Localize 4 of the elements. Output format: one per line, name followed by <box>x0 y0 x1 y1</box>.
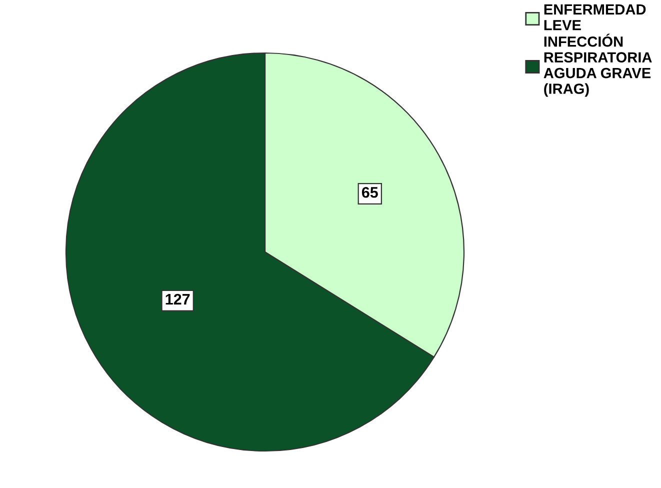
data-label: 65 <box>362 186 378 198</box>
legend-label: INFECCIÓN RESPIRATORIA AGUDA GRAVE (IRAG) <box>544 34 652 97</box>
legend-label: ENFERMEDAD LEVE <box>544 4 646 30</box>
data-label: 127 <box>166 294 190 305</box>
